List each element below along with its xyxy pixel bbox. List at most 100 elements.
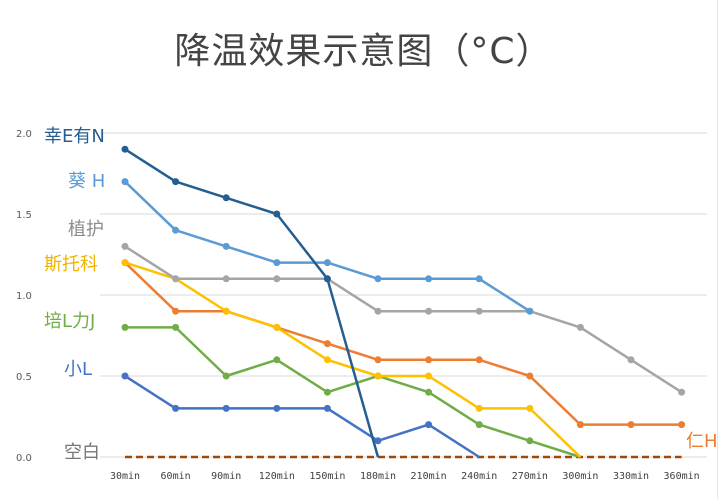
y-tick-label: 0.0 <box>16 453 32 464</box>
data-point <box>273 356 281 364</box>
data-point <box>323 340 331 348</box>
data-point <box>576 421 584 429</box>
data-point <box>425 307 433 315</box>
data-point <box>678 388 686 396</box>
x-tick-label: 360min <box>664 471 700 482</box>
data-point <box>222 242 230 250</box>
series-仁H <box>121 259 686 429</box>
series-label: 植护 <box>68 219 104 240</box>
series-line <box>124 261 682 426</box>
x-tick-label: 150min <box>309 471 345 482</box>
data-point <box>374 275 382 283</box>
data-point <box>172 226 180 234</box>
data-point <box>172 307 180 315</box>
data-point <box>576 323 584 331</box>
data-point <box>374 307 382 315</box>
x-tick-label: 120min <box>259 471 295 482</box>
series-label: 斯托科 <box>44 254 98 275</box>
series-label: 小L <box>64 359 92 380</box>
data-point <box>273 323 281 331</box>
data-point <box>374 437 382 445</box>
data-point <box>121 145 129 153</box>
data-point <box>222 194 230 202</box>
data-point <box>475 404 483 412</box>
data-point <box>273 259 281 267</box>
data-point <box>222 372 230 380</box>
data-point <box>121 178 129 186</box>
y-tick-label: 0.5 <box>16 372 32 383</box>
data-point <box>526 437 534 445</box>
series-lines <box>121 145 686 459</box>
series-line <box>124 245 683 394</box>
data-point <box>172 178 180 186</box>
series-label: 培L力J <box>44 311 95 332</box>
data-point <box>526 307 534 315</box>
data-point <box>374 356 382 364</box>
y-tick-label: 2.0 <box>16 129 32 140</box>
y-tick-label: 1.0 <box>16 291 32 302</box>
data-point <box>627 421 635 429</box>
x-tick-label: 90min <box>211 471 241 482</box>
series-培L力J <box>121 323 581 459</box>
series-line <box>124 261 582 458</box>
series-小L <box>121 372 480 459</box>
data-point <box>526 372 534 380</box>
data-point <box>425 388 433 396</box>
series-label: 仁H <box>686 431 718 452</box>
data-point <box>475 356 483 364</box>
x-axis-ticks: 30min 60min 90min 120min 150min 180min 210min 2… <box>110 471 700 482</box>
data-point <box>273 404 281 412</box>
data-point <box>273 275 281 283</box>
data-point <box>172 323 180 331</box>
data-point <box>172 275 180 283</box>
x-tick-label: 180min <box>360 471 396 482</box>
x-tick-label: 30min <box>110 471 140 482</box>
chart-title: 降温效果示意图（°C） <box>174 31 553 72</box>
data-point <box>222 404 230 412</box>
data-point <box>121 242 129 250</box>
data-point <box>323 388 331 396</box>
data-point <box>121 372 129 380</box>
data-point <box>425 421 433 429</box>
x-tick-label: 270min <box>512 471 548 482</box>
x-tick-label: 300min <box>562 471 598 482</box>
data-point <box>425 356 433 364</box>
data-point <box>121 259 129 267</box>
data-point <box>475 275 483 283</box>
data-point <box>627 356 635 364</box>
data-point <box>475 421 483 429</box>
data-point <box>121 323 129 331</box>
x-tick-label: 60min <box>161 471 191 482</box>
y-tick-label: 1.5 <box>16 210 32 221</box>
data-point <box>323 275 331 283</box>
x-tick-label: 330min <box>613 471 649 482</box>
data-point <box>425 275 433 283</box>
y-axis-ticks: 0.0 0.5 1.0 1.5 2.0 <box>16 129 32 464</box>
series-葵 H <box>121 178 534 315</box>
data-point <box>374 372 382 380</box>
chart-border <box>717 0 718 499</box>
series-line <box>124 180 531 313</box>
series-line <box>125 326 581 459</box>
data-point <box>172 404 180 412</box>
data-point <box>323 404 331 412</box>
x-tick-label: 240min <box>461 471 497 482</box>
data-point <box>475 307 483 315</box>
series-幸E有N <box>121 145 380 458</box>
data-point <box>222 307 230 315</box>
data-point <box>526 404 534 412</box>
data-point <box>425 372 433 380</box>
data-point <box>222 275 230 283</box>
series-line <box>124 374 480 459</box>
series-line <box>124 148 380 458</box>
series-label: 空白 <box>64 442 100 463</box>
series-植护 <box>121 242 686 396</box>
series-label: 葵 H <box>68 171 105 192</box>
x-tick-label: 210min <box>411 471 447 482</box>
series-label: 幸E有N <box>44 126 105 147</box>
data-point <box>678 421 686 429</box>
data-point <box>323 356 331 364</box>
data-point <box>323 259 331 267</box>
